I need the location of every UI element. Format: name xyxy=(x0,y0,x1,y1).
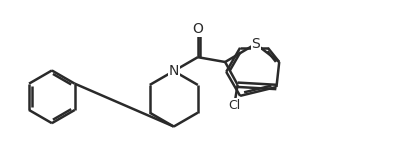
Text: S: S xyxy=(251,37,260,51)
Text: N: N xyxy=(168,64,179,78)
Text: Cl: Cl xyxy=(229,99,241,112)
Text: O: O xyxy=(193,22,203,36)
